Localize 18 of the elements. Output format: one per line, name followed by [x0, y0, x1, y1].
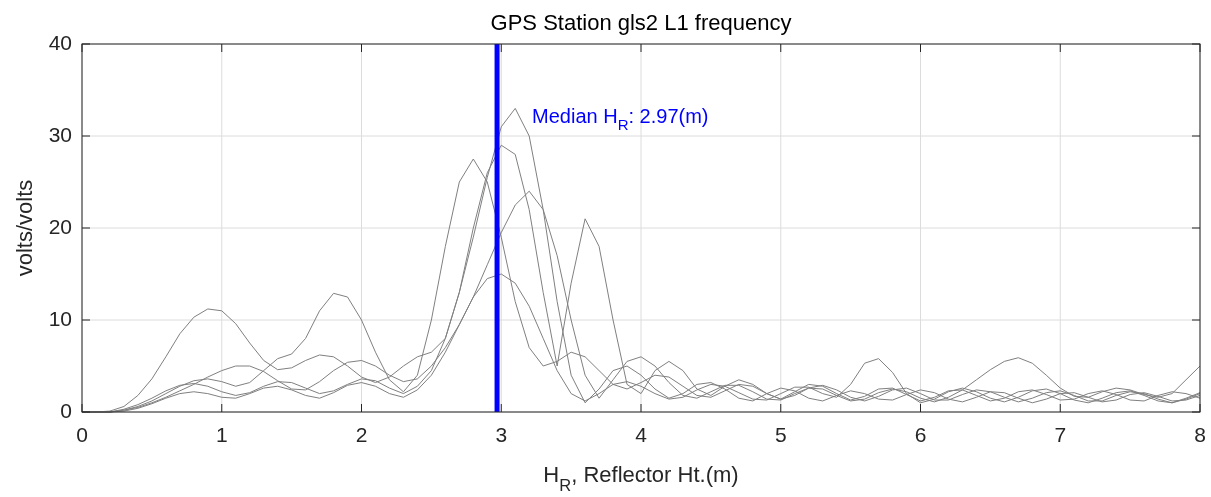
y-axis-title: volts/volts: [12, 179, 37, 277]
y-tick-label: 30: [48, 122, 72, 146]
y-tick-label: 20: [48, 214, 72, 238]
y-tick-label: 0: [60, 398, 72, 422]
y-tick-label: 40: [48, 30, 72, 54]
x-tick-label: 4: [635, 423, 648, 446]
x-tick-label: 7: [1054, 423, 1067, 446]
x-tick-label: 2: [355, 423, 368, 446]
x-tick-label: 0: [76, 423, 88, 446]
x-tick-label: 3: [495, 423, 508, 446]
x-tick-label: 1: [215, 423, 228, 446]
x-tick-label: 8: [1194, 423, 1206, 446]
chart-title: GPS Station gls2 L1 frequency: [490, 10, 792, 35]
x-tick-label: 5: [774, 423, 787, 446]
x-tick-label: 6: [914, 423, 927, 446]
y-tick-label: 10: [48, 306, 72, 330]
x-axis-title: H$_{R}$, Reflector Ht.(m): [543, 462, 739, 494]
ref-line-label: Median H$_{R}$: 2.97(m): [532, 104, 709, 134]
